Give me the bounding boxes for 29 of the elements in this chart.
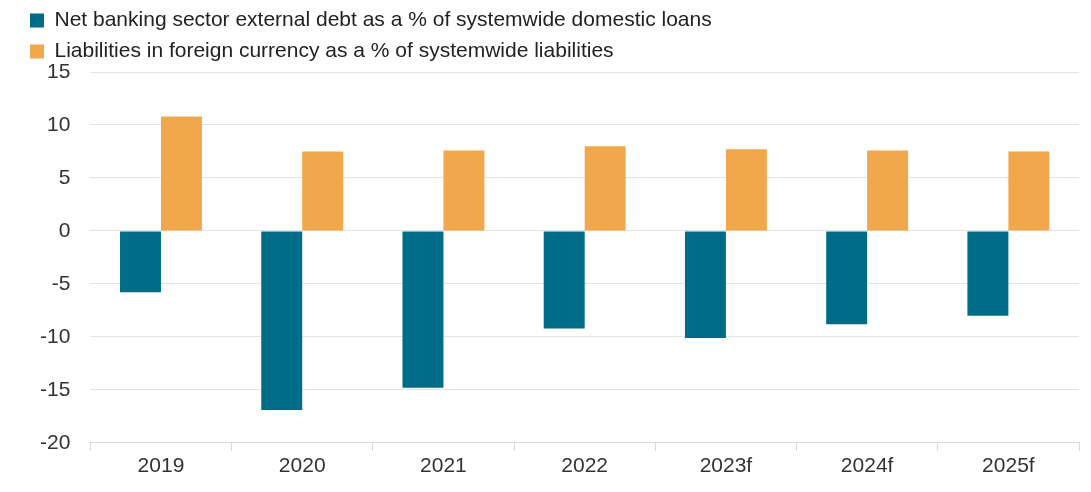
- bar: [543, 231, 585, 329]
- y-tick-label: 5: [58, 164, 71, 188]
- y-tick-label: 10: [46, 111, 71, 135]
- x-tick-label: 2024f: [840, 453, 894, 477]
- bar: [443, 150, 485, 231]
- x-tick-label: 2021: [420, 453, 467, 477]
- x-tick-label: 2020: [278, 453, 326, 477]
- x-tick-label: 2019: [137, 453, 185, 477]
- y-tick-label: 0: [58, 217, 71, 241]
- x-tick-label: 2022: [561, 453, 609, 477]
- y-tick-label: -5: [51, 270, 71, 294]
- bar: [160, 116, 202, 231]
- x-tick-label: 2025f: [982, 453, 1035, 477]
- bar: [1008, 151, 1050, 231]
- bar: [261, 231, 303, 410]
- bar: [826, 231, 868, 325]
- bar: [725, 149, 767, 231]
- y-tick-label: -20: [39, 429, 71, 453]
- bar: [302, 151, 344, 231]
- y-tick-label: -10: [39, 323, 71, 347]
- legend-label: Net banking sector external debt as a % of systemwide domestic loans: [54, 7, 712, 31]
- bar: [402, 231, 444, 388]
- bar: [867, 150, 909, 231]
- x-tick-label: 2023f: [699, 453, 753, 477]
- y-tick-label: -15: [39, 376, 71, 400]
- bar: [967, 231, 1009, 316]
- bar: [584, 146, 626, 231]
- bar: [120, 231, 161, 293]
- bar: [684, 231, 726, 338]
